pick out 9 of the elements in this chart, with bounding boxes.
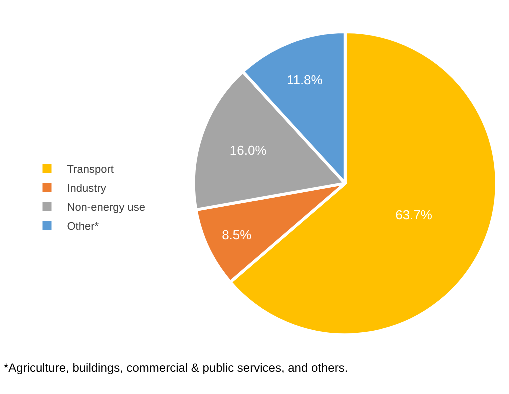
data-label: 11.8% — [286, 72, 324, 88]
legend-label: Non-energy use — [67, 202, 146, 214]
data-label: 8.5% — [222, 227, 252, 242]
text: *Agriculture, buildings, commercial & public services, and others. — [4, 361, 348, 375]
data-label: 16.0% — [230, 143, 268, 158]
data-label: 63.7% — [396, 208, 433, 223]
legend-label: Transport — [67, 164, 114, 176]
legend-label: Industry — [67, 182, 107, 195]
legend-label: Other* — [67, 220, 100, 233]
